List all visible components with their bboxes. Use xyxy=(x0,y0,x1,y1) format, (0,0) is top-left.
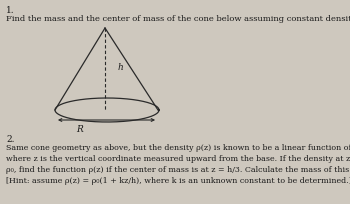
Text: Same cone geometry as above, but the density ρ(z) is known to be a linear functi: Same cone geometry as above, but the den… xyxy=(6,144,350,152)
Text: [Hint: assume ρ(z) = ρ₀(1 + kz/h), where k is an unknown constant to be determin: [Hint: assume ρ(z) = ρ₀(1 + kz/h), where… xyxy=(6,177,350,185)
Text: R: R xyxy=(77,125,83,134)
Text: 2.: 2. xyxy=(6,135,14,144)
Text: h: h xyxy=(118,63,124,72)
Text: 1.: 1. xyxy=(6,6,15,15)
Text: ρ₀, find the function ρ(z) if the center of mass is at z = h/3. Calculate the ma: ρ₀, find the function ρ(z) if the center… xyxy=(6,166,350,174)
Text: where z is the vertical coordinate measured upward from the base. If the density: where z is the vertical coordinate measu… xyxy=(6,155,350,163)
Text: Find the mass and the center of mass of the cone below assuming constant density: Find the mass and the center of mass of … xyxy=(6,15,350,23)
